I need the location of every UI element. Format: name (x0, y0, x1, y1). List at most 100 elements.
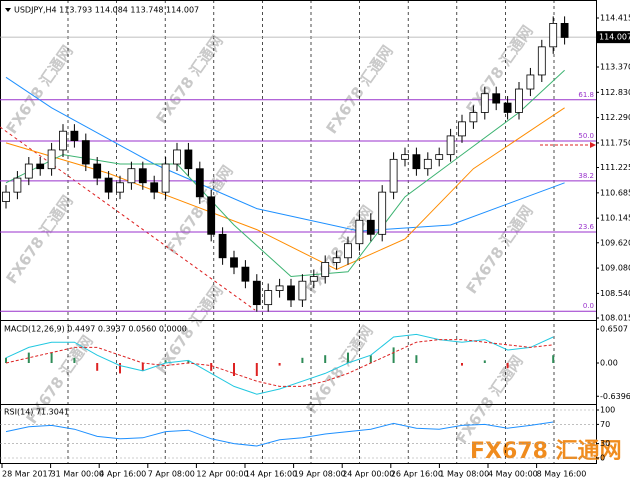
candle-body (389, 158, 398, 193)
histogram-bar (233, 363, 235, 376)
candle-body (332, 257, 341, 263)
candle-body (378, 191, 387, 235)
histogram-bar (369, 355, 372, 363)
y-tick-label: 112.290 (600, 113, 630, 122)
indicator-line (5, 333, 554, 395)
histogram-bar (552, 355, 555, 363)
candle-body (150, 182, 159, 193)
last-price-label: 114.007 (599, 33, 630, 42)
candle-body (252, 280, 261, 306)
candle-body (321, 262, 330, 277)
y-tick-label: 0.6507 (600, 325, 628, 334)
x-tick-label: 8 May 16:00 (537, 470, 587, 479)
candle-body (218, 233, 227, 259)
last-price-box (596, 31, 630, 44)
histogram-bar (461, 363, 463, 366)
candle-body (161, 163, 170, 193)
histogram-bar (73, 357, 76, 363)
histogram-bar (187, 360, 190, 363)
histogram-bar (278, 363, 281, 366)
candle-body (446, 135, 455, 156)
candle-body (36, 163, 45, 170)
candle-body (173, 149, 181, 165)
candle-body (275, 285, 284, 291)
y-tick-label: 111.225 (600, 163, 630, 172)
x-tick-label: 24 Apr 00:00 (342, 470, 394, 479)
x-tick-label: 12 Apr 00:00 (196, 470, 248, 479)
y-tick-label: 110.685 (600, 188, 630, 197)
candle-body (366, 219, 375, 235)
histogram-bar (506, 363, 509, 369)
y-tick-label: 112.830 (600, 88, 630, 97)
candle-body (104, 177, 113, 193)
fib-label: 50.0 (578, 132, 594, 140)
candle-body (116, 182, 124, 193)
candle-body (59, 130, 67, 151)
histogram-bar (347, 352, 349, 363)
candle-body (526, 74, 535, 90)
y-tick-label: 109.620 (600, 238, 630, 247)
histogram-bar (255, 363, 258, 376)
y-tick-label: 111.750 (600, 138, 630, 147)
x-tick-label: 26 Apr 16:00 (391, 470, 443, 479)
y-tick-label: 0.00 (600, 359, 618, 368)
candle-body (549, 23, 558, 48)
candle-body (241, 266, 250, 282)
histogram-bar (119, 363, 121, 374)
candle-body (70, 130, 79, 141)
histogram-bar (27, 352, 30, 363)
candle-body (503, 102, 512, 113)
x-tick-label: 4 May 00:00 (488, 470, 538, 479)
histogram-bar (50, 352, 53, 363)
candle-body (401, 154, 409, 160)
y-tick-label: 110.145 (600, 214, 630, 223)
histogram-bar (141, 363, 144, 371)
fib-label: 23.6 (578, 223, 594, 231)
candle-body (13, 177, 22, 193)
candle-body (412, 154, 421, 170)
y-tick-label: 109.080 (600, 264, 630, 273)
candle-body (81, 140, 90, 165)
x-tick-label: 19 Apr 08:00 (294, 470, 346, 479)
arrow-head (590, 142, 596, 148)
y-tick-label: 114.415 (600, 14, 630, 23)
fib-label: 0.0 (583, 302, 594, 310)
x-tick-label: 31 Mar 00:00 (51, 470, 104, 479)
menu-triangle (5, 8, 11, 12)
x-tick-label: 14 Apr 16:00 (245, 470, 297, 479)
candle-body (480, 93, 489, 113)
y-tick-label: 108.540 (600, 289, 630, 298)
candle-body (298, 280, 307, 301)
candle-body (127, 168, 136, 184)
y-tick-label: 30 (600, 439, 610, 448)
x-tick-label: 1 May 08:00 (439, 470, 489, 479)
candle-body (195, 168, 204, 198)
x-tick-label: 28 Mar 2017 (2, 470, 53, 479)
y-tick-label: 108.015 (600, 314, 630, 323)
y-tick-label: 0 (600, 454, 605, 463)
candle-body (2, 191, 10, 202)
indicator-line (5, 421, 554, 447)
histogram-bar (301, 357, 304, 363)
candle-body (184, 149, 193, 170)
histogram-bar (5, 357, 7, 363)
candle-body (309, 276, 318, 282)
candle-body (355, 219, 364, 245)
y-tick-label: 113.370 (600, 62, 630, 71)
indicator-line (5, 339, 554, 387)
candle-body (24, 163, 33, 179)
candle-body (344, 243, 352, 259)
histogram-bar (164, 360, 167, 363)
candle-body (93, 163, 102, 179)
logo: FX678 汇通网 (470, 439, 622, 464)
candle-body (230, 257, 238, 268)
candle-body (423, 158, 432, 170)
y-tick-label: -0.6396 (600, 392, 630, 401)
histogram-bar (96, 363, 99, 371)
chart-title: USDJPY,H4 113.793 114.084 113.748 114.00… (14, 6, 199, 15)
candle-body (207, 196, 216, 235)
candle-body (138, 168, 147, 184)
candle-body (264, 290, 273, 306)
